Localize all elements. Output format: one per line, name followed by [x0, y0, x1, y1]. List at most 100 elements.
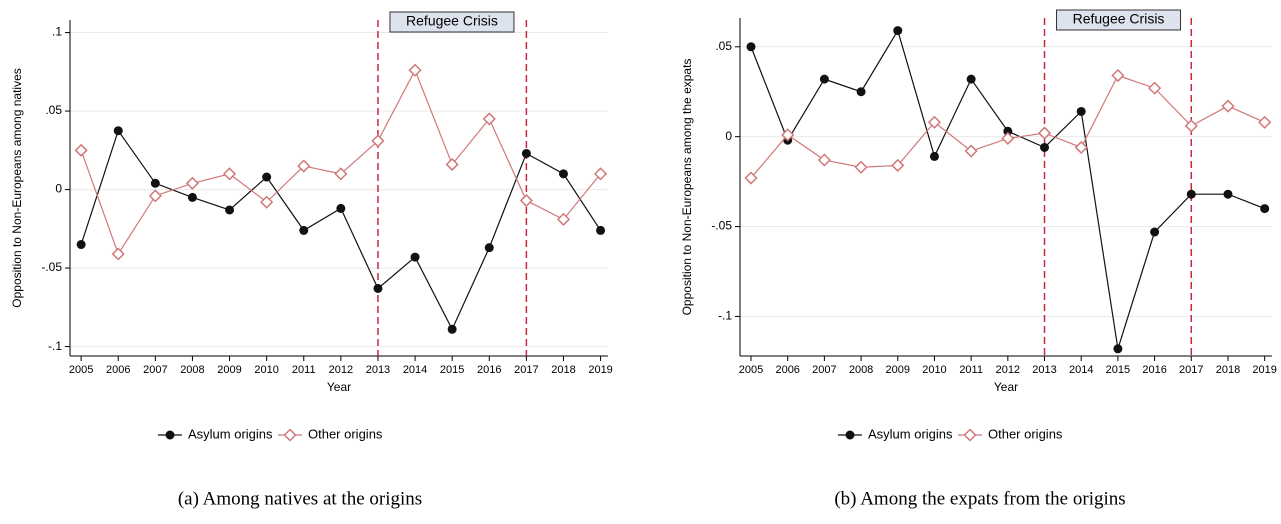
point	[1186, 189, 1196, 199]
x-tick-label: 2017	[514, 364, 538, 376]
point	[1260, 204, 1270, 214]
point	[596, 225, 606, 235]
point	[744, 171, 758, 185]
x-tick-label: 2008	[849, 364, 873, 376]
point	[150, 178, 160, 188]
point	[964, 144, 978, 158]
x-tick-label: 2014	[403, 364, 427, 376]
y-axis-label: Opposition to Non-Europeans among the ex…	[680, 59, 694, 316]
point	[371, 134, 385, 148]
point	[482, 112, 496, 126]
point	[1223, 189, 1233, 199]
point	[113, 126, 123, 136]
y-tick-label: 0	[55, 182, 62, 196]
x-tick-label: 2013	[366, 364, 390, 376]
annotation-box	[1056, 9, 1182, 31]
point	[297, 159, 311, 173]
point	[1001, 131, 1015, 146]
point	[336, 203, 346, 213]
point	[521, 148, 531, 158]
x-tick-label: 2007	[143, 364, 167, 376]
x-tick-label: 2006	[775, 364, 799, 376]
legend-marker	[283, 428, 297, 442]
x-tick-label: 2018	[551, 364, 575, 376]
y-tick-label: -.05	[41, 260, 62, 274]
legend-marker	[165, 430, 175, 440]
point	[447, 324, 457, 334]
point	[262, 172, 272, 182]
x-tick-label: 2019	[1252, 364, 1276, 376]
legend-label: Asylum origins	[188, 426, 273, 441]
point	[1111, 68, 1125, 83]
y-tick-label: -.1	[718, 309, 732, 323]
caption: (b) Among the expats from the origins	[834, 488, 1125, 509]
legend-label: Other origins	[988, 426, 1063, 441]
point	[966, 74, 976, 84]
point	[76, 240, 86, 250]
point	[225, 205, 235, 215]
x-tick-label: 2010	[922, 364, 946, 376]
point	[1150, 227, 1160, 237]
point	[484, 243, 494, 253]
caption: (a) Among natives at the origins	[178, 488, 422, 509]
x-tick-label: 2018	[1216, 364, 1240, 376]
y-tick-label: .05	[45, 103, 62, 117]
x-tick-label: 2016	[1142, 364, 1166, 376]
chart-panel: -.1 -.05 0 .05 .1 2005 2006 2007 2008 2009 2010 201…	[10, 11, 613, 509]
x-tick-label: 2007	[812, 364, 836, 376]
point	[445, 157, 459, 172]
annotation: Refugee Crisis	[1073, 11, 1165, 27]
x-tick-label: 2005	[69, 364, 93, 376]
legend-marker	[845, 430, 855, 440]
point	[929, 151, 939, 161]
point	[1113, 344, 1123, 354]
legend-label: Asylum origins	[868, 426, 953, 441]
point	[1221, 99, 1235, 113]
x-tick-label: 2017	[1179, 364, 1203, 376]
x-tick-label: 2011	[292, 364, 316, 376]
point	[1074, 140, 1088, 155]
x-tick-label: 2010	[254, 364, 278, 376]
x-tick-label: 2009	[886, 364, 910, 376]
point	[556, 212, 571, 226]
annotation: Refugee Crisis	[406, 13, 498, 29]
point	[408, 63, 422, 77]
point	[927, 115, 942, 129]
x-tick-label: 2019	[588, 364, 612, 376]
point	[74, 143, 88, 157]
y-axis-label: Opposition to Non-Europeans among native…	[10, 68, 24, 307]
point	[1148, 81, 1162, 95]
point	[891, 158, 905, 172]
point	[148, 189, 162, 203]
series-line	[80, 129, 602, 331]
annotation-box	[389, 11, 515, 33]
point	[1040, 142, 1050, 152]
point	[856, 87, 866, 97]
point	[260, 195, 274, 209]
point	[299, 225, 309, 235]
x-tick-label: 2015	[440, 364, 464, 376]
point	[819, 74, 829, 84]
x-tick-label: 2016	[477, 364, 501, 376]
x-tick-label: 2005	[739, 364, 763, 376]
legend-marker	[963, 428, 977, 442]
point	[594, 167, 608, 181]
point	[1184, 119, 1198, 133]
point	[185, 176, 200, 190]
x-tick-label: 2014	[1069, 364, 1093, 376]
point	[1037, 126, 1052, 140]
point	[781, 128, 795, 142]
x-tick-label: 2006	[106, 364, 130, 376]
point	[817, 153, 831, 167]
x-tick-label: 2015	[1106, 364, 1130, 376]
x-tick-label: 2013	[1032, 364, 1056, 376]
x-axis-label: Year	[994, 380, 1018, 394]
x-tick-label: 2008	[180, 364, 204, 376]
point	[1258, 115, 1272, 129]
point	[1076, 106, 1086, 116]
point	[746, 42, 756, 52]
y-tick-label: .05	[715, 39, 732, 53]
point	[854, 160, 868, 174]
point	[410, 252, 420, 262]
